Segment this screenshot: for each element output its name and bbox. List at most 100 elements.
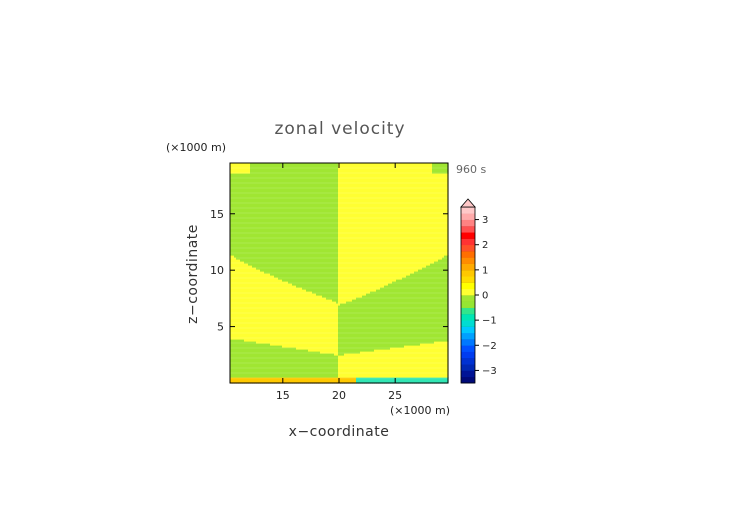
field-cell — [358, 163, 361, 298]
field-cell — [248, 163, 251, 174]
field-cell — [410, 345, 413, 378]
field-cell — [406, 163, 409, 276]
field-cell — [390, 283, 393, 348]
field-cell — [440, 259, 443, 342]
field-cell — [384, 163, 387, 286]
field-cell — [428, 265, 431, 344]
field-cell — [318, 295, 321, 352]
field-cell — [302, 289, 305, 350]
field-cell — [370, 291, 373, 352]
field-cell — [418, 269, 421, 346]
field-cell — [420, 269, 423, 344]
field-cell — [236, 163, 239, 174]
field-cell — [374, 349, 377, 378]
field-cell — [382, 287, 385, 350]
field-cell — [330, 163, 333, 300]
y-axis-ticks: 5 10 15 — [210, 208, 448, 334]
field-cell — [360, 351, 363, 378]
field-cell — [376, 289, 379, 350]
field-cell — [268, 163, 271, 274]
field-cell — [342, 303, 345, 356]
field-cell — [264, 163, 267, 274]
field-cell — [408, 345, 411, 378]
field-cell — [362, 163, 365, 296]
field-cell — [380, 287, 383, 350]
field-cell — [394, 347, 397, 378]
field-cell — [420, 343, 423, 378]
colorbar-swatch — [461, 295, 475, 302]
field-cell — [430, 377, 433, 384]
field-cell — [236, 173, 239, 260]
field-cell — [238, 377, 241, 384]
field-cell — [278, 345, 281, 378]
field-cell — [430, 163, 433, 264]
field-cell — [296, 377, 299, 384]
field-cell — [290, 163, 293, 284]
field-cell — [434, 261, 437, 342]
field-cell — [386, 163, 389, 286]
field-cell — [344, 303, 347, 354]
field-cell — [250, 341, 253, 378]
field-cell — [364, 163, 367, 296]
field-cell — [376, 349, 379, 378]
field-cell — [284, 347, 287, 378]
field-cell — [322, 163, 325, 298]
field-cell — [248, 173, 251, 266]
field-cell — [264, 377, 267, 384]
colorbar-swatch — [461, 326, 475, 334]
field-cell — [232, 173, 235, 256]
field-cell — [312, 351, 315, 378]
field-cell — [288, 347, 291, 378]
field-cell — [388, 163, 391, 284]
field-cell — [232, 163, 235, 174]
field-cell — [336, 303, 339, 356]
field-cell — [272, 377, 275, 384]
field-cell — [426, 377, 429, 384]
field-cell — [246, 263, 249, 342]
field-cell — [232, 255, 235, 340]
field-cell — [392, 347, 395, 378]
field-cell — [342, 377, 345, 384]
field-cell — [240, 261, 243, 340]
field-cell — [366, 163, 369, 294]
field-cell — [276, 377, 279, 384]
colorbar-swatch — [461, 320, 475, 327]
field-cell — [404, 345, 407, 378]
field-cell — [434, 163, 437, 174]
field-cell — [298, 377, 301, 384]
field-cell — [274, 277, 277, 346]
field-cell — [240, 377, 243, 384]
field-cell — [398, 347, 401, 378]
field-cell — [250, 377, 253, 384]
field-cell — [316, 295, 319, 352]
field-cell — [390, 347, 393, 378]
colorbar-swatch — [461, 351, 475, 359]
field-cell — [394, 281, 397, 348]
field-cell — [352, 353, 355, 378]
field-cell — [354, 353, 357, 378]
field-cell — [262, 163, 265, 272]
field-cell — [246, 173, 249, 264]
field-cell — [348, 163, 351, 302]
field-cell — [258, 163, 261, 270]
field-cell — [254, 377, 257, 384]
field-cell — [270, 345, 273, 378]
field-cell — [358, 353, 361, 378]
field-cell — [286, 281, 289, 348]
field-cell — [408, 275, 411, 346]
field-cell — [248, 341, 251, 378]
field-cell — [246, 377, 249, 384]
field-cell — [374, 291, 377, 350]
field-cell — [398, 377, 401, 384]
field-cell — [260, 163, 263, 272]
field-cell — [266, 343, 269, 378]
field-cell — [290, 377, 293, 384]
field-cell — [414, 345, 417, 378]
field-cell — [368, 377, 371, 384]
field-cell — [320, 163, 323, 296]
field-cell — [300, 287, 303, 350]
field-cell — [340, 377, 343, 384]
field-cell — [280, 377, 283, 384]
field-cell — [304, 289, 307, 350]
field-cell — [338, 305, 341, 356]
